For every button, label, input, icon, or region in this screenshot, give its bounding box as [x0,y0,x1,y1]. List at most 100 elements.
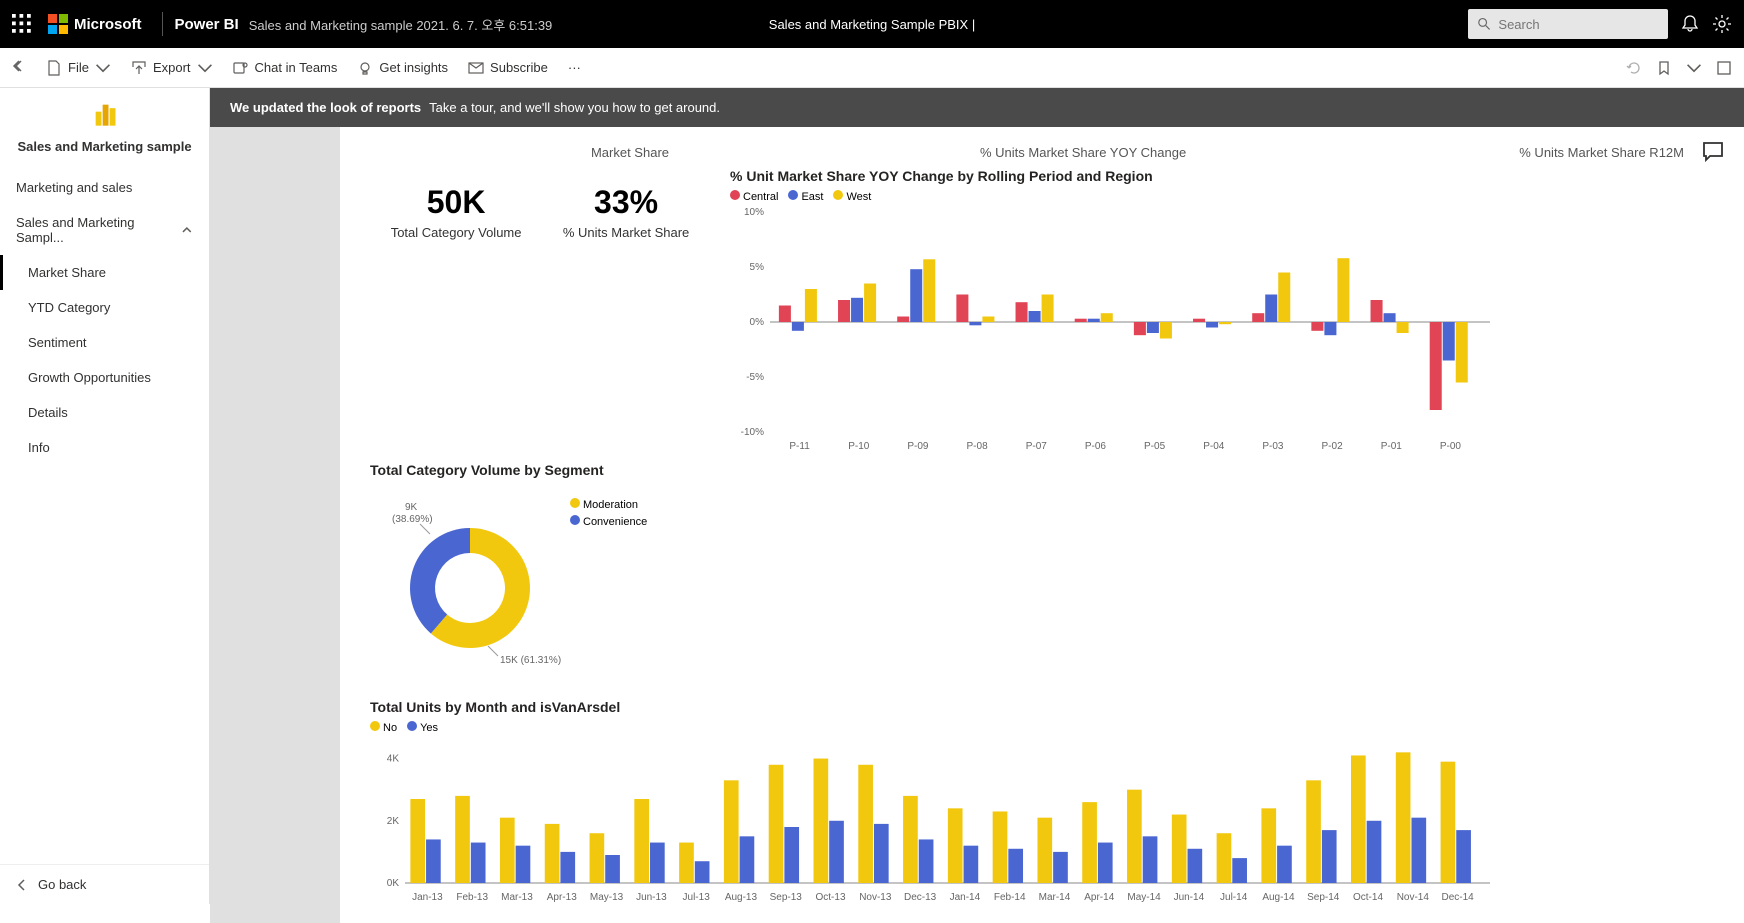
svg-text:Jan-14: Jan-14 [950,892,981,903]
svg-text:Mar-13: Mar-13 [501,892,533,903]
chevron-down-icon [197,60,213,76]
svg-text:Apr-14: Apr-14 [1084,892,1114,903]
donut-chart-svg: 9K(38.69%) 15K (61.31%) [370,498,570,678]
action-toolbar: File Export Chat in Teams Get insights S… [0,48,1744,88]
svg-text:(38.69%): (38.69%) [392,514,433,525]
teams-icon [233,60,249,76]
tab-r12m[interactable]: % Units Market Share R12M [1519,145,1684,160]
svg-text:Jul-14: Jul-14 [1220,892,1248,903]
more-menu[interactable]: ··· [568,60,581,75]
export-menu[interactable]: Export [131,60,213,76]
kpi-total-volume[interactable]: 50K Total Category Volume [391,184,522,462]
chart-legend: NoYes [370,721,1714,734]
tab-yoy-change[interactable]: % Units Market Share YOY Change [980,145,1186,160]
svg-text:Aug-13: Aug-13 [725,892,758,903]
search-input[interactable] [1498,17,1658,32]
fullscreen-icon[interactable] [1716,60,1732,76]
workspace-icon [0,100,209,131]
svg-text:P-05: P-05 [1144,441,1166,452]
workspace-name: Sales and Marketing sample [0,139,209,170]
banner-text: Take a tour, and we'll show you how to g… [429,100,720,115]
svg-text:Jun-13: Jun-13 [636,892,667,903]
svg-text:P-02: P-02 [1322,441,1344,452]
svg-text:P-01: P-01 [1381,441,1403,452]
banner-title: We updated the look of reports [230,100,421,115]
subscribe-button[interactable]: Subscribe [468,60,548,76]
nav-item-marketing[interactable]: Marketing and sales [0,170,209,205]
nav-sub-info[interactable]: Info [0,430,209,465]
svg-text:9K: 9K [405,502,418,513]
left-nav: Sales and Marketing sample Marketing and… [0,88,210,904]
tab-market-share[interactable]: Market Share [530,145,730,160]
report-canvas: Market Share % Units Market Share YOY Ch… [340,127,1744,923]
legend-label: Convenience [583,516,647,528]
svg-text:Oct-14: Oct-14 [1353,892,1383,903]
svg-text:Jul-13: Jul-13 [683,892,711,903]
svg-text:Aug-14: Aug-14 [1262,892,1295,903]
svg-text:P-06: P-06 [1085,441,1107,452]
svg-text:Feb-13: Feb-13 [456,892,488,903]
yoy-chart-svg: 10%5%0%-5%-10%P-11P-10P-09P-08P-07P-06P-… [730,207,1490,457]
svg-text:Feb-14: Feb-14 [994,892,1026,903]
chart-legend: CentralEastWest [730,190,1714,203]
notifications-icon[interactable] [1680,14,1700,34]
export-icon [131,60,147,76]
nav-sub-sentiment[interactable]: Sentiment [0,325,209,360]
search-icon [1478,17,1490,31]
go-back-label: Go back [38,877,86,892]
go-back-button[interactable]: Go back [0,864,209,904]
donut-chart[interactable]: 9K(38.69%) 15K (61.31%) Moderation Conven… [370,498,730,683]
nav-sub-growth-opportunities[interactable]: Growth Opportunities [0,360,209,395]
chat-teams-button[interactable]: Chat in Teams [233,60,338,76]
svg-text:P-07: P-07 [1026,441,1048,452]
svg-text:10%: 10% [744,207,764,218]
insights-label: Get insights [379,60,448,75]
chart-title: Total Category Volume by Segment [370,462,730,478]
collapse-nav-icon[interactable] [12,59,26,76]
nav-label: Sales and Marketing Sampl... [16,215,181,245]
reset-icon[interactable] [1626,60,1642,76]
units-chart-svg: 4K2K0KJan-13Feb-13Mar-13Apr-13May-13Jun-… [370,738,1490,908]
kpi-value: 33% [563,184,689,221]
units-chart[interactable]: Total Units by Month and isVanArsdel NoY… [370,699,1714,913]
chat-label: Chat in Teams [255,60,338,75]
svg-text:0K: 0K [387,878,400,889]
svg-text:5%: 5% [750,262,765,273]
search-box[interactable] [1468,9,1668,39]
svg-text:P-04: P-04 [1203,441,1225,452]
svg-text:15K (61.31%): 15K (61.31%) [500,655,561,666]
file-menu[interactable]: File [46,60,111,76]
back-arrow-icon [16,878,30,892]
yoy-chart[interactable]: % Unit Market Share YOY Change by Rollin… [730,168,1714,462]
comment-icon[interactable] [1702,141,1724,168]
kpi-value: 50K [391,184,522,221]
svg-text:2K: 2K [387,816,400,827]
insights-button[interactable]: Get insights [357,60,448,76]
nav-item-sample[interactable]: Sales and Marketing Sampl... [0,205,209,255]
nav-sub-market-share[interactable]: Market Share [0,255,209,290]
kpi-market-share[interactable]: 33% % Units Market Share [563,184,689,462]
bookmark-icon[interactable] [1656,60,1672,76]
svg-text:P-09: P-09 [907,441,929,452]
dataset-title[interactable]: Sales and Marketing Sample PBIX | [769,17,975,32]
info-banner[interactable]: We updated the look of reports Take a to… [210,88,1744,127]
chevron-down-icon [95,60,111,76]
powerbi-label[interactable]: Power BI [175,16,239,33]
svg-text:Apr-13: Apr-13 [547,892,577,903]
report-area: We updated the look of reports Take a to… [210,88,1744,904]
settings-icon[interactable] [1712,14,1732,34]
chart-title: % Unit Market Share YOY Change by Rollin… [730,168,1714,184]
file-icon [46,60,62,76]
nav-sub-details[interactable]: Details [0,395,209,430]
svg-text:Oct-13: Oct-13 [816,892,846,903]
ellipsis-icon: ··· [568,60,581,75]
kpi-label: Total Category Volume [391,225,522,240]
nav-label: Marketing and sales [16,180,132,195]
kpi-cards: 50K Total Category Volume 33% % Units Ma… [370,184,710,462]
legend-label: Moderation [583,499,638,511]
chevron-down-icon[interactable] [1686,60,1702,76]
nav-sub-ytd-category[interactable]: YTD Category [0,290,209,325]
svg-text:P-10: P-10 [848,441,870,452]
svg-text:Jun-14: Jun-14 [1174,892,1205,903]
app-launcher-icon[interactable] [12,14,32,34]
